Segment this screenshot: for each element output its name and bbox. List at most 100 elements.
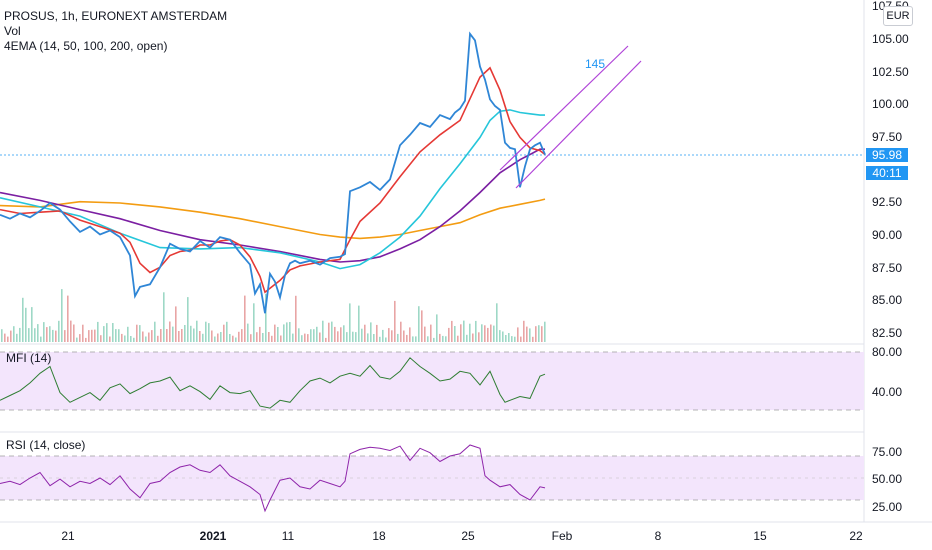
volume-bar [193,328,195,342]
price-line[interactable] [0,31,546,314]
time-tick-label: 22 [849,529,863,543]
volume-bar [148,332,150,342]
volume-bar [145,336,147,342]
volume-bar [265,293,267,342]
volume-bar [226,321,228,342]
volume-bar [367,333,369,342]
volume-bar [94,329,96,342]
volume-bar [532,336,534,342]
volume-bar [61,289,63,342]
volume-bar [19,327,21,342]
volume-bar [514,336,516,342]
channel-annotation[interactable]: 145 [585,57,605,71]
volume-bar [358,305,360,342]
volume-bar [466,334,468,342]
volume-bar [157,335,159,342]
volume-bar [25,307,27,342]
volume-bar [421,310,423,342]
volume-bar [529,328,531,342]
volume-bar [244,295,246,342]
volume-bar [400,321,402,342]
volume-bar [139,325,141,342]
rsi-line[interactable] [0,444,546,513]
volume-bar [484,325,486,342]
volume-bar [490,324,492,342]
volume-bar [460,324,462,342]
mfi-tick-label: 80.00 [872,345,902,359]
mfi-legend[interactable]: MFI (14) [6,351,52,365]
volume-bar [385,337,387,342]
bar-countdown-badge: 40:11 [866,166,908,180]
volume-bar [430,324,432,342]
price-tick-label: 100.00 [872,97,909,111]
ema-14-line[interactable] [0,66,546,294]
volume-bar [508,333,510,342]
volume-bar [70,320,72,342]
volume-bar [232,335,234,342]
volume-bar [373,334,375,342]
mfi-band [0,352,864,410]
rsi-legend[interactable]: RSI (14, close) [6,438,86,452]
volume-bar [301,335,303,342]
volume-bar [382,329,384,342]
volume-bar [436,314,438,342]
volume-bar [211,330,213,342]
mfi-line[interactable] [0,357,546,409]
volume-bar [298,328,300,342]
volume-bar [538,325,540,342]
volume-bar [364,324,366,342]
volume-bar [439,333,441,342]
volume-bar [7,336,9,342]
volume-bar [208,323,210,342]
volume-bar [523,320,525,342]
volume-bar [412,336,414,342]
volume-bar [457,335,459,342]
volume-bar [82,324,84,342]
ema-100-line[interactable] [0,148,545,263]
volume-bar [271,335,273,342]
volume-bar [418,306,420,342]
volume-bar [268,332,270,342]
ema-50-line[interactable] [0,109,545,270]
volume-bar [289,322,291,342]
volume-bar [433,337,435,342]
volume-bar [274,324,276,342]
volume-bar [310,329,312,342]
volume-bar [181,329,183,342]
volume-bar [136,324,138,342]
volume-bar [448,327,450,342]
volume-bar [22,297,24,342]
volume-bar [64,330,66,342]
volume-bar [496,303,498,342]
volume-bar [256,332,258,342]
volume-legend[interactable]: Vol [4,24,21,38]
ema-200-line[interactable] [0,198,546,240]
channel-lower-line[interactable] [515,60,642,189]
volume-bar [253,303,255,342]
volume-bar [28,328,30,342]
volume-bars [1,289,546,342]
volume-bar [481,324,483,342]
volume-bar [451,320,453,342]
volume-bar [262,333,264,342]
chart-title[interactable]: PROSUS, 1h, EURONEXT AMSTERDAM [4,9,228,23]
volume-bar [37,324,39,342]
volume-bar [199,331,201,342]
volume-bar [541,326,543,342]
volume-bar [124,335,126,342]
volume-bar [493,325,495,342]
ema-legend[interactable]: 4EMA (14, 50, 100, 200, open) [4,39,168,53]
volume-bar [202,333,204,342]
volume-bar [472,333,474,342]
volume-bar [151,330,153,342]
volume-bar [106,323,108,342]
currency-button[interactable]: EUR [883,6,913,26]
volume-bar [499,330,501,342]
volume-bar [511,336,513,342]
volume-bar [223,324,225,342]
volume-bar [280,335,282,342]
channel-upper-line[interactable] [499,45,629,171]
volume-bar [4,333,6,342]
volume-bar [406,334,408,342]
